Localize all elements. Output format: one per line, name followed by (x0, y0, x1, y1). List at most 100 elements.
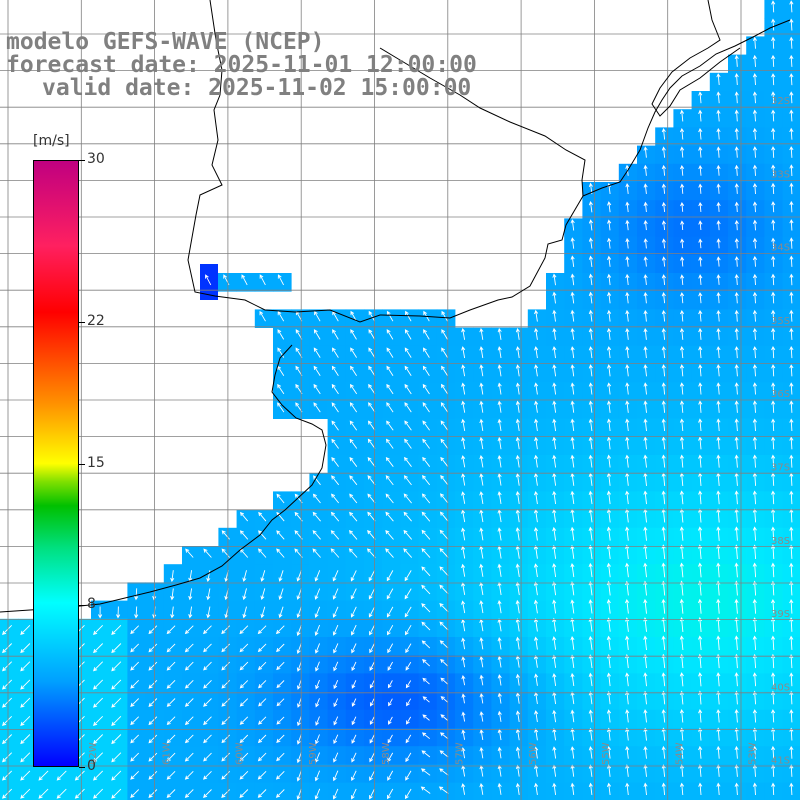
wind-arrow (239, 716, 249, 725)
wind-arrow (752, 182, 758, 195)
wind-arrow (661, 782, 666, 796)
lon-label: 59W (308, 742, 319, 765)
wind-arrow (276, 548, 285, 558)
wind-arrow (588, 709, 593, 723)
wind-arrow (698, 109, 703, 122)
wind-arrow (367, 493, 376, 504)
wind-arrow (367, 475, 376, 486)
wind-arrow (552, 746, 557, 759)
wind-arrow (789, 327, 794, 340)
wind-arrow (421, 732, 430, 740)
wind-arrow (643, 291, 648, 304)
wind-arrow (625, 418, 630, 432)
wind-arrow (314, 310, 321, 322)
wind-arrow (386, 588, 394, 600)
wind-arrow (479, 418, 484, 431)
wind-arrow (56, 788, 67, 799)
wind-arrow (111, 661, 122, 672)
wind-arrow (661, 127, 666, 140)
wind-arrow (679, 346, 685, 359)
wind-arrow (752, 36, 757, 49)
wind-arrow (643, 219, 648, 231)
wind-arrow (570, 454, 575, 468)
wind-arrow (734, 598, 739, 614)
wind-arrow (239, 530, 249, 540)
wind-arrow (607, 291, 612, 304)
wind-arrow (534, 382, 539, 395)
wind-arrow (716, 745, 721, 759)
wind-arrow (403, 529, 413, 540)
wind-arrow (661, 672, 666, 687)
wind-arrow (403, 548, 413, 558)
wind-arrow (570, 309, 575, 322)
wind-arrow (116, 606, 121, 619)
wind-arrow (661, 256, 666, 267)
wind-arrow (130, 734, 140, 744)
wind-arrow (312, 511, 321, 522)
wind-arrow (257, 770, 267, 780)
wind-arrow (387, 624, 394, 636)
wind-arrow (422, 365, 430, 377)
wind-arrow (698, 274, 703, 285)
wind-arrow (312, 530, 321, 540)
wind-arrow (625, 201, 630, 213)
wind-arrow (752, 109, 757, 122)
wind-arrow (148, 752, 158, 762)
wind-arrow (643, 346, 648, 359)
wind-arrow (421, 529, 431, 540)
wind-arrow (386, 402, 394, 413)
wind-arrow (277, 347, 285, 358)
wind-arrow (752, 727, 757, 741)
wind-arrow (203, 734, 212, 744)
lon-label: 54W (674, 742, 685, 765)
wind-arrow (166, 770, 176, 780)
wind-arrow (789, 127, 794, 140)
wind-arrow (276, 661, 285, 671)
wind-arrow (515, 782, 520, 795)
wind-arrow (441, 365, 448, 377)
wind-arrow (206, 606, 211, 619)
wind-arrow (534, 782, 539, 795)
wind-arrow (38, 788, 49, 799)
wind-arrow (570, 691, 575, 705)
wind-arrow (439, 566, 449, 577)
wind-arrow (351, 698, 357, 707)
wind-arrow (698, 490, 703, 505)
wind-arrow (439, 529, 449, 540)
wind-arrow (111, 770, 122, 781)
wind-arrow (734, 164, 739, 176)
wind-arrow (440, 402, 449, 413)
wind-arrow (422, 677, 430, 685)
wind-arrow (679, 164, 685, 176)
wind-arrow (625, 237, 630, 249)
wind-arrow (625, 745, 630, 759)
wind-arrow (515, 454, 520, 468)
lon-label: 55W (601, 742, 612, 765)
wind-arrow (385, 511, 394, 522)
wind-arrow (734, 238, 739, 249)
wind-arrow (698, 309, 703, 322)
wind-arrow (420, 786, 431, 794)
wind-arrow (349, 402, 358, 413)
wind-arrow (716, 709, 721, 723)
wind-arrow (606, 544, 611, 559)
wind-arrow (643, 562, 648, 578)
wind-arrow (148, 770, 158, 780)
wind-arrow (716, 364, 721, 377)
wind-arrow (643, 764, 648, 777)
wind-arrow (257, 625, 267, 635)
wind-arrow (422, 438, 430, 449)
wind-arrow (752, 273, 758, 286)
wind-arrow (148, 789, 158, 798)
wind-arrow (277, 402, 285, 413)
wind-arrow (698, 364, 703, 377)
wind-arrow (643, 580, 648, 596)
wind-arrow (734, 562, 739, 578)
wind-arrow (315, 679, 320, 690)
wind-arrow (404, 383, 412, 395)
wind-arrow (479, 674, 484, 686)
wind-arrow (461, 693, 466, 704)
wind-arrow (440, 383, 449, 395)
wind-arrow (770, 544, 776, 560)
wind-arrow (351, 643, 357, 654)
